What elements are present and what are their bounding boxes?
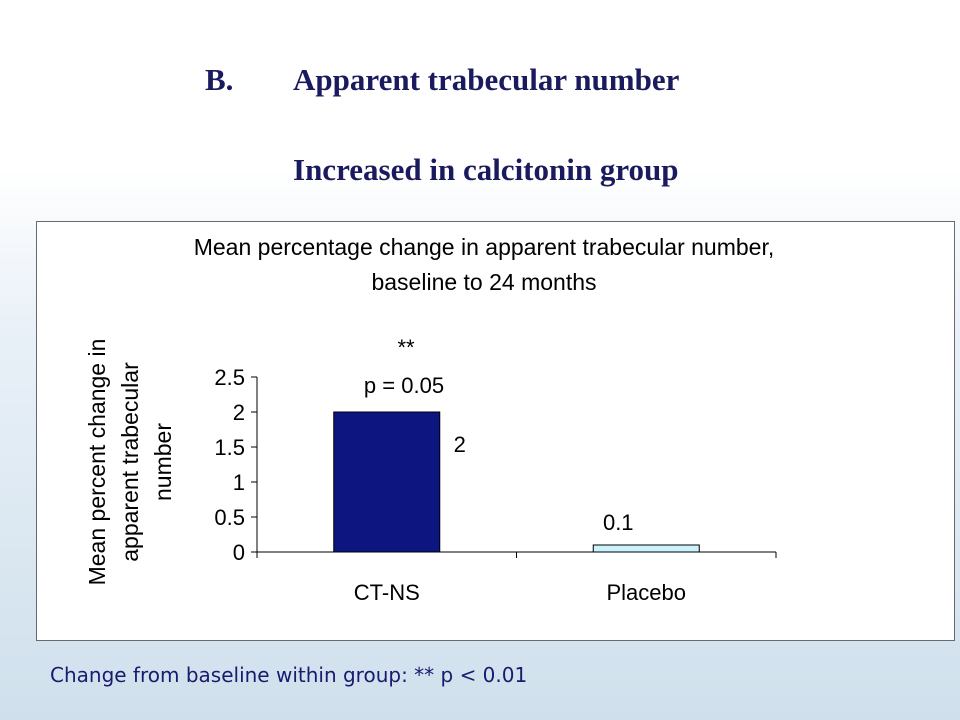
bar-chart: Mean percentage change in apparent trabe… — [84, 234, 777, 605]
slide-title: B. Apparent trabecular number Increased … — [0, 0, 960, 200]
plot-area: 0 0.5 1 1.5 2 2.5 CT-NS 2 Placebo 0.1 — [214, 365, 777, 605]
data-label: 0.1 — [603, 510, 634, 535]
significance-marker: ** — [397, 335, 415, 360]
x-tick-label: Placebo — [606, 580, 686, 605]
y-tick-label: 1 — [233, 470, 245, 495]
data-label: 2 — [454, 432, 466, 457]
y-tick-label: 2.5 — [214, 365, 245, 390]
chart-frame: Mean percentage change in apparent trabe… — [36, 221, 955, 641]
y-tick-label: 1.5 — [214, 435, 245, 460]
bar-ct-ns — [333, 411, 441, 553]
chart-title-line1: Mean percentage change in apparent trabe… — [194, 234, 775, 260]
y-tick-label: 0.5 — [214, 505, 245, 530]
chart-title-line2: baseline to 24 months — [371, 269, 596, 295]
y-axis-label-line1: Mean percent change in — [84, 339, 110, 586]
x-tick-label: CT-NS — [354, 580, 420, 605]
y-tick-label: 2 — [233, 400, 245, 425]
title-heading: Apparent trabecular number — [293, 62, 680, 97]
y-tick-label: 0 — [233, 540, 245, 565]
section-letter: B. — [205, 62, 234, 97]
footnote: Change from baseline within group: ** p … — [50, 663, 528, 687]
p-value-annotation: p = 0.05 — [364, 373, 444, 398]
y-axis-label-line3: number — [150, 423, 176, 501]
title-subheading: Increased in calcitonin group — [293, 152, 679, 187]
y-axis-label-line2: apparent trabecular — [117, 362, 143, 562]
bar-placebo — [592, 544, 700, 553]
